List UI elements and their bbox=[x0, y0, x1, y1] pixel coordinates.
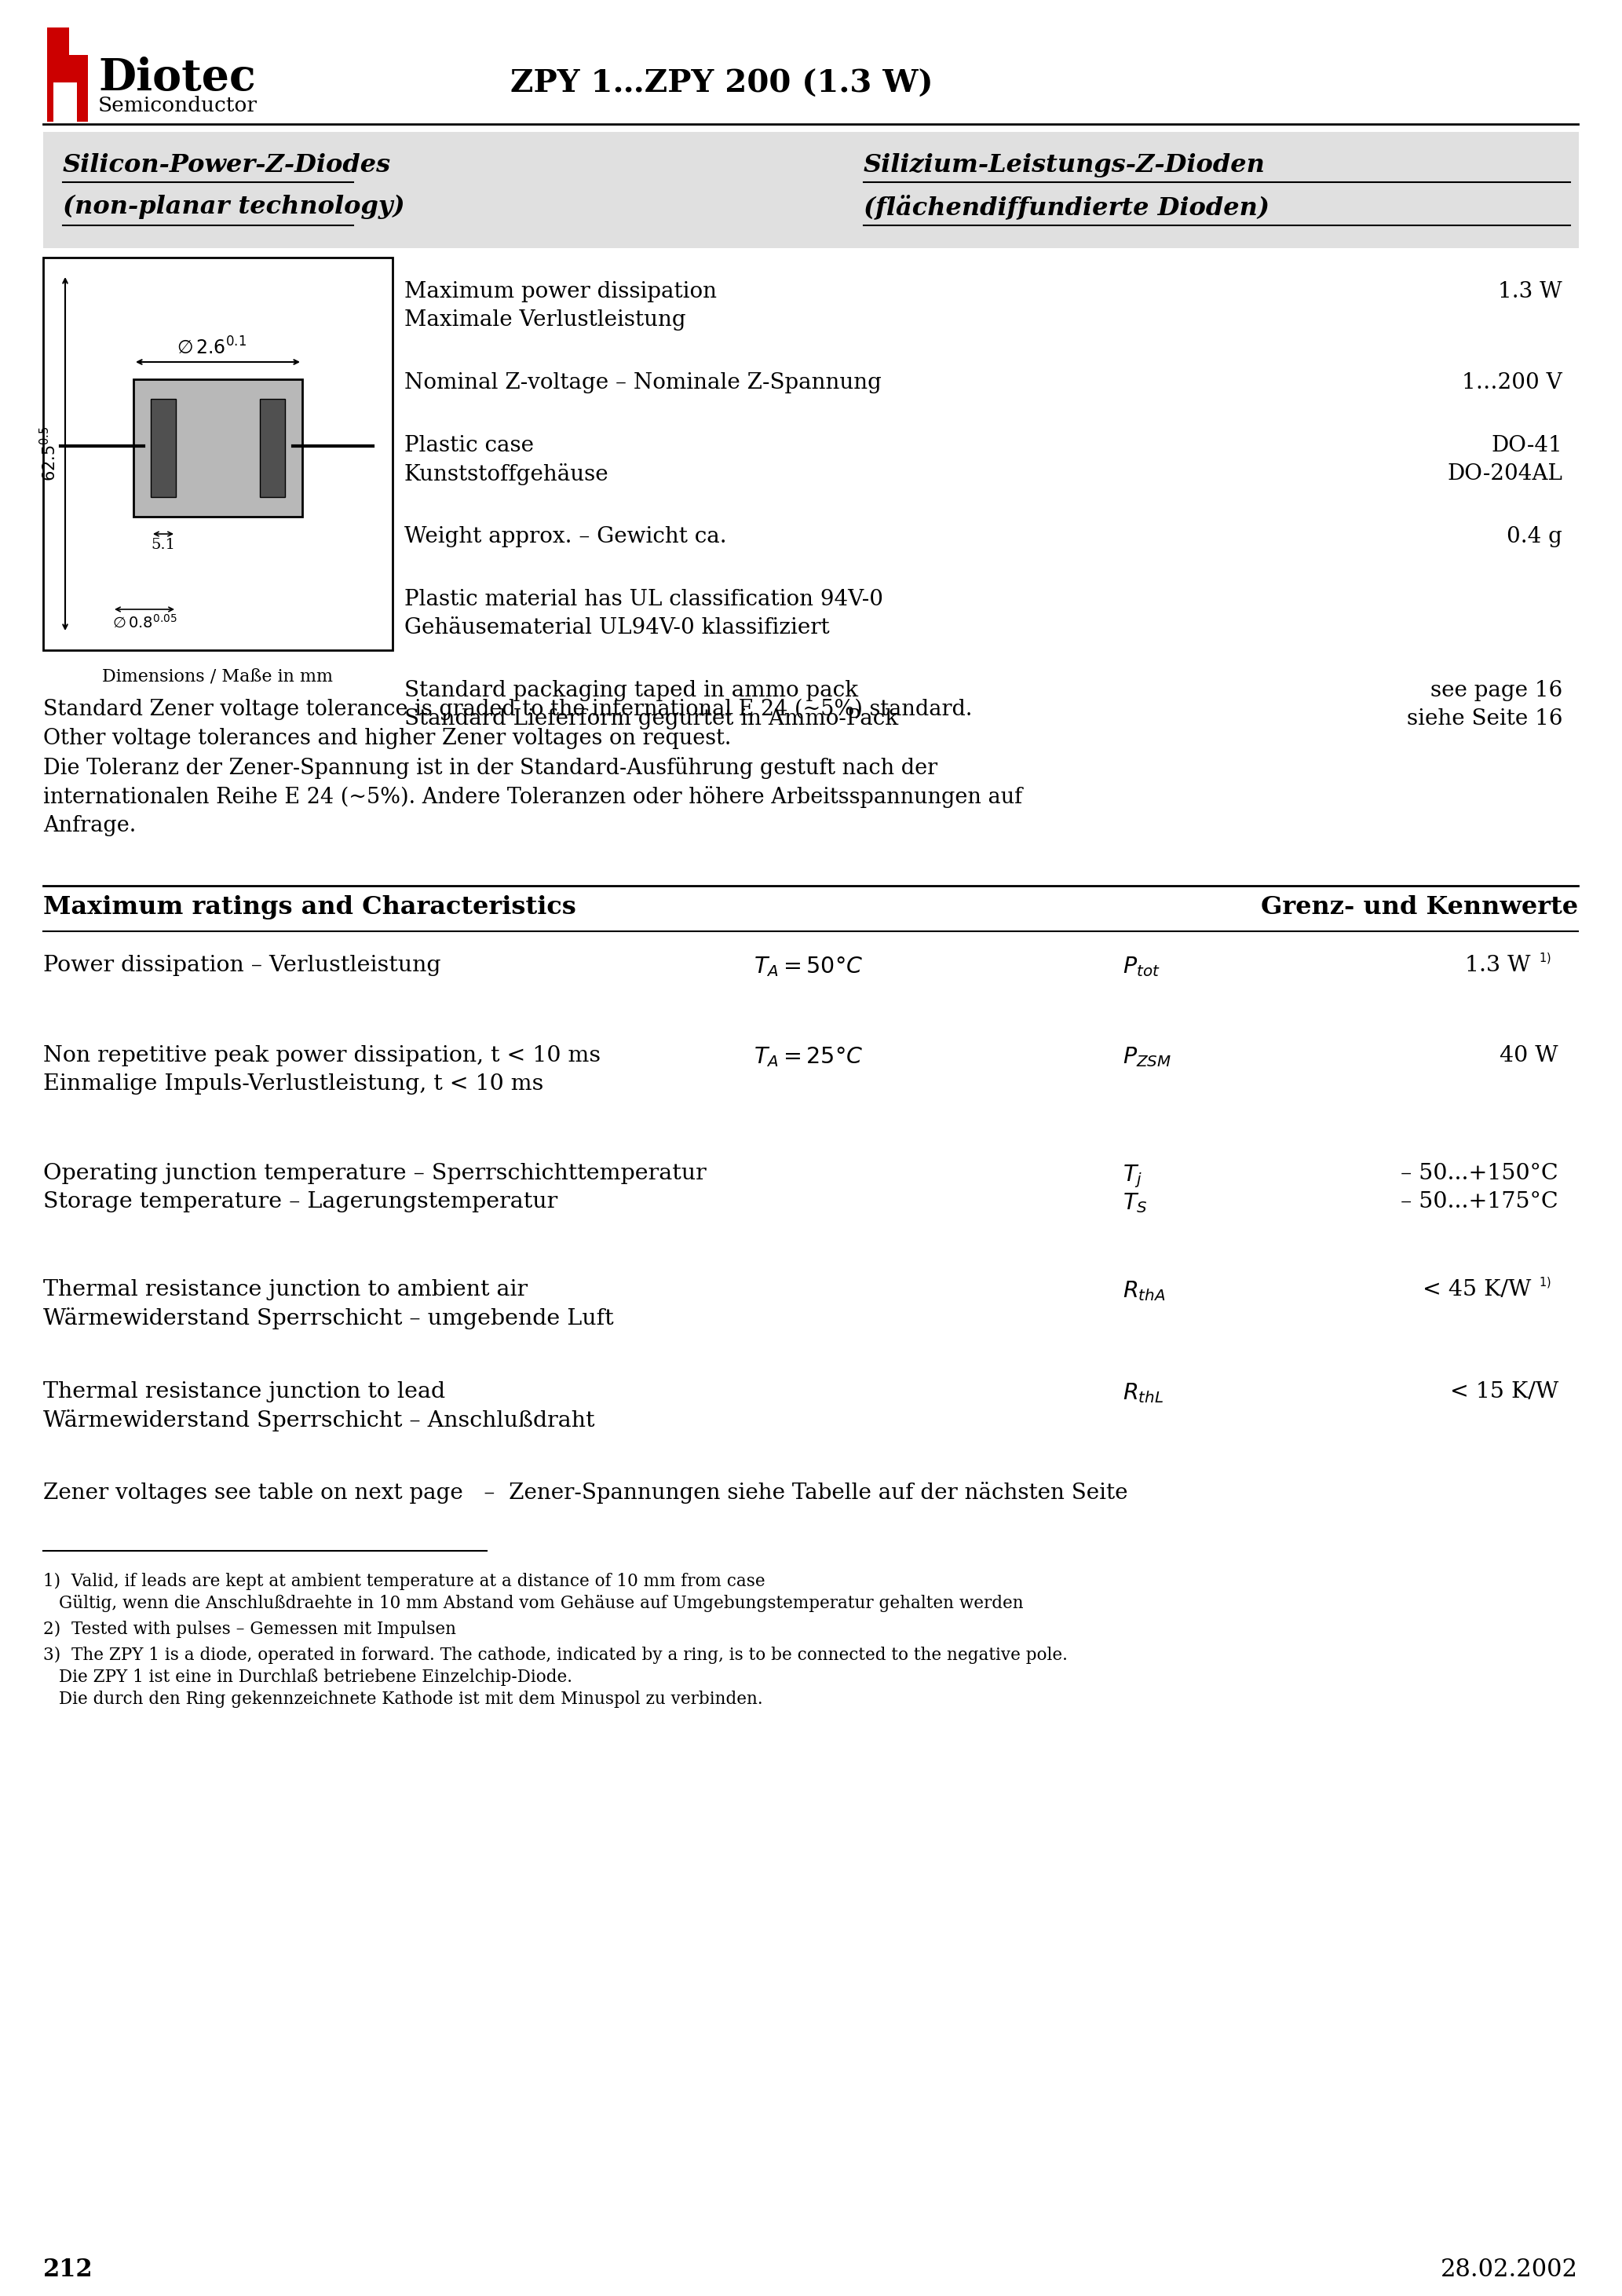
Text: Standard Zener voltage tolerance is graded to the international E 24 (~5%) stand: Standard Zener voltage tolerance is grad… bbox=[44, 698, 972, 721]
Text: (flächendiffundierte Dioden): (flächendiffundierte Dioden) bbox=[863, 195, 1270, 220]
Text: Einmalige Impuls-Verlustleistung, t < 10 ms: Einmalige Impuls-Verlustleistung, t < 10… bbox=[44, 1075, 543, 1095]
Text: 28.02.2002: 28.02.2002 bbox=[1440, 2257, 1578, 2282]
Text: Die Toleranz der Zener-Spannung ist in der Standard-Ausführung gestuft nach der: Die Toleranz der Zener-Spannung ist in d… bbox=[44, 758, 938, 778]
Text: – 50...+150°C: – 50...+150°C bbox=[1401, 1162, 1559, 1185]
Text: $\varnothing\,0.8^{0.05}$: $\varnothing\,0.8^{0.05}$ bbox=[112, 613, 177, 631]
Text: (non-planar technology): (non-planar technology) bbox=[63, 195, 406, 218]
Text: Maximum ratings and Characteristics: Maximum ratings and Characteristics bbox=[44, 895, 576, 918]
Text: $T_A = 25°C$: $T_A = 25°C$ bbox=[754, 1045, 863, 1068]
Text: Die ZPY 1 ist eine in Durchlaß betriebene Einzelchip-Diode.: Die ZPY 1 ist eine in Durchlaß betrieben… bbox=[58, 1669, 573, 1685]
Text: $R_{thL}$: $R_{thL}$ bbox=[1122, 1382, 1163, 1405]
Text: $T_A = 50°C$: $T_A = 50°C$ bbox=[754, 955, 863, 978]
Text: Anfrage.: Anfrage. bbox=[44, 815, 136, 836]
Text: siehe Seite 16: siehe Seite 16 bbox=[1406, 707, 1562, 730]
Bar bbox=[54, 83, 76, 122]
Text: ZPY 1…ZPY 200 (1.3 W): ZPY 1…ZPY 200 (1.3 W) bbox=[511, 69, 933, 99]
Text: 1.3 W: 1.3 W bbox=[1499, 280, 1562, 303]
Text: Die durch den Ring gekennzeichnete Kathode ist mit dem Minuspol zu verbinden.: Die durch den Ring gekennzeichnete Katho… bbox=[58, 1690, 762, 1708]
Text: 0.4 g: 0.4 g bbox=[1507, 526, 1562, 546]
Text: 1…200 V: 1…200 V bbox=[1461, 372, 1562, 393]
Text: < 15 K/W: < 15 K/W bbox=[1450, 1382, 1559, 1403]
Text: Thermal resistance junction to ambient air: Thermal resistance junction to ambient a… bbox=[44, 1279, 527, 1300]
Text: 2)  Tested with pulses – Gemessen mit Impulsen: 2) Tested with pulses – Gemessen mit Imp… bbox=[44, 1621, 456, 1637]
Text: Wärmewiderstand Sperrschicht – umgebende Luft: Wärmewiderstand Sperrschicht – umgebende… bbox=[44, 1306, 613, 1329]
Text: Gehäusematerial UL94V-0 klassifiziert: Gehäusematerial UL94V-0 klassifiziert bbox=[404, 618, 829, 638]
Text: Standard Lieferform gegurtet in Ammo-Pack: Standard Lieferform gegurtet in Ammo-Pac… bbox=[404, 707, 899, 730]
Text: $P_{tot}$: $P_{tot}$ bbox=[1122, 955, 1160, 978]
Text: Operating junction temperature – Sperrschichttemperatur: Operating junction temperature – Sperrsc… bbox=[44, 1162, 707, 1185]
Bar bbox=[151, 400, 175, 496]
Bar bbox=[47, 28, 88, 122]
Bar bbox=[70, 28, 88, 55]
Text: Kunststoffgehäuse: Kunststoffgehäuse bbox=[404, 464, 608, 484]
Text: $^{1)}$: $^{1)}$ bbox=[1539, 955, 1551, 969]
Text: Non repetitive peak power dissipation, t < 10 ms: Non repetitive peak power dissipation, t… bbox=[44, 1045, 600, 1065]
Text: Zener voltages see table on next page   –  Zener-Spannungen siehe Tabelle auf de: Zener voltages see table on next page – … bbox=[44, 1481, 1127, 1504]
Text: $62.5^{0.5}$: $62.5^{0.5}$ bbox=[39, 427, 58, 482]
Text: Semiconductor: Semiconductor bbox=[99, 96, 258, 115]
Text: Silizium-Leistungs-Z-Dioden: Silizium-Leistungs-Z-Dioden bbox=[863, 154, 1265, 177]
Text: 212: 212 bbox=[44, 2257, 92, 2282]
Text: Thermal resistance junction to lead: Thermal resistance junction to lead bbox=[44, 1382, 446, 1403]
Text: – 50...+175°C: – 50...+175°C bbox=[1401, 1192, 1559, 1212]
Text: Power dissipation – Verlustleistung: Power dissipation – Verlustleistung bbox=[44, 955, 441, 976]
Bar bbox=[260, 400, 285, 496]
Text: $T_j$: $T_j$ bbox=[1122, 1162, 1142, 1189]
Text: Dimensions / Maße in mm: Dimensions / Maße in mm bbox=[102, 668, 333, 684]
Text: Weight approx. – Gewicht ca.: Weight approx. – Gewicht ca. bbox=[404, 526, 727, 546]
Bar bbox=[133, 379, 302, 517]
Text: Grenz- und Kennwerte: Grenz- und Kennwerte bbox=[1260, 895, 1578, 918]
Text: Standard packaging taped in ammo pack: Standard packaging taped in ammo pack bbox=[404, 680, 858, 700]
Text: $^{1)}$: $^{1)}$ bbox=[1539, 1279, 1551, 1295]
Text: $\varnothing\,2.6^{0.1}$: $\varnothing\,2.6^{0.1}$ bbox=[177, 338, 247, 358]
Text: internationalen Reihe E 24 (~5%). Andere Toleranzen oder höhere Arbeitsspannunge: internationalen Reihe E 24 (~5%). Andere… bbox=[44, 785, 1022, 808]
Text: Diotec: Diotec bbox=[99, 57, 256, 99]
Text: Plastic material has UL classification 94V-0: Plastic material has UL classification 9… bbox=[404, 588, 884, 611]
Text: Silicon-Power-Z-Diodes: Silicon-Power-Z-Diodes bbox=[63, 154, 391, 177]
Text: $P_{ZSM}$: $P_{ZSM}$ bbox=[1122, 1045, 1171, 1068]
Text: 40 W: 40 W bbox=[1500, 1045, 1559, 1065]
Text: 3)  The ZPY 1 is a diode, operated in forward. The cathode, indicated by a ring,: 3) The ZPY 1 is a diode, operated in for… bbox=[44, 1646, 1067, 1665]
Bar bbox=[44, 257, 393, 650]
Text: 5.1: 5.1 bbox=[151, 537, 175, 551]
Bar bbox=[44, 131, 1578, 248]
Text: Maximale Verlustleistung: Maximale Verlustleistung bbox=[404, 310, 686, 331]
Text: $R_{thA}$: $R_{thA}$ bbox=[1122, 1279, 1166, 1302]
Text: Maximum power dissipation: Maximum power dissipation bbox=[404, 280, 717, 303]
Text: DO-204AL: DO-204AL bbox=[1447, 464, 1562, 484]
Text: < 45 K/W: < 45 K/W bbox=[1422, 1279, 1531, 1300]
Text: 1.3 W: 1.3 W bbox=[1465, 955, 1531, 976]
Text: $T_S$: $T_S$ bbox=[1122, 1192, 1147, 1215]
Text: see page 16: see page 16 bbox=[1431, 680, 1562, 700]
Text: 1)  Valid, if leads are kept at ambient temperature at a distance of 10 mm from : 1) Valid, if leads are kept at ambient t… bbox=[44, 1573, 766, 1591]
Text: Nominal Z-voltage – Nominale Z-Spannung: Nominal Z-voltage – Nominale Z-Spannung bbox=[404, 372, 882, 393]
Text: Plastic case: Plastic case bbox=[404, 434, 534, 457]
Text: Storage temperature – Lagerungstemperatur: Storage temperature – Lagerungstemperatu… bbox=[44, 1192, 558, 1212]
Text: DO-41: DO-41 bbox=[1491, 434, 1562, 457]
Text: Gültig, wenn die Anschlußdraehte in 10 mm Abstand vom Gehäuse auf Umgebungstempe: Gültig, wenn die Anschlußdraehte in 10 m… bbox=[58, 1596, 1023, 1612]
Text: Other voltage tolerances and higher Zener voltages on request.: Other voltage tolerances and higher Zene… bbox=[44, 728, 732, 748]
Text: Wärmewiderstand Sperrschicht – Anschlußdraht: Wärmewiderstand Sperrschicht – Anschlußd… bbox=[44, 1410, 595, 1430]
